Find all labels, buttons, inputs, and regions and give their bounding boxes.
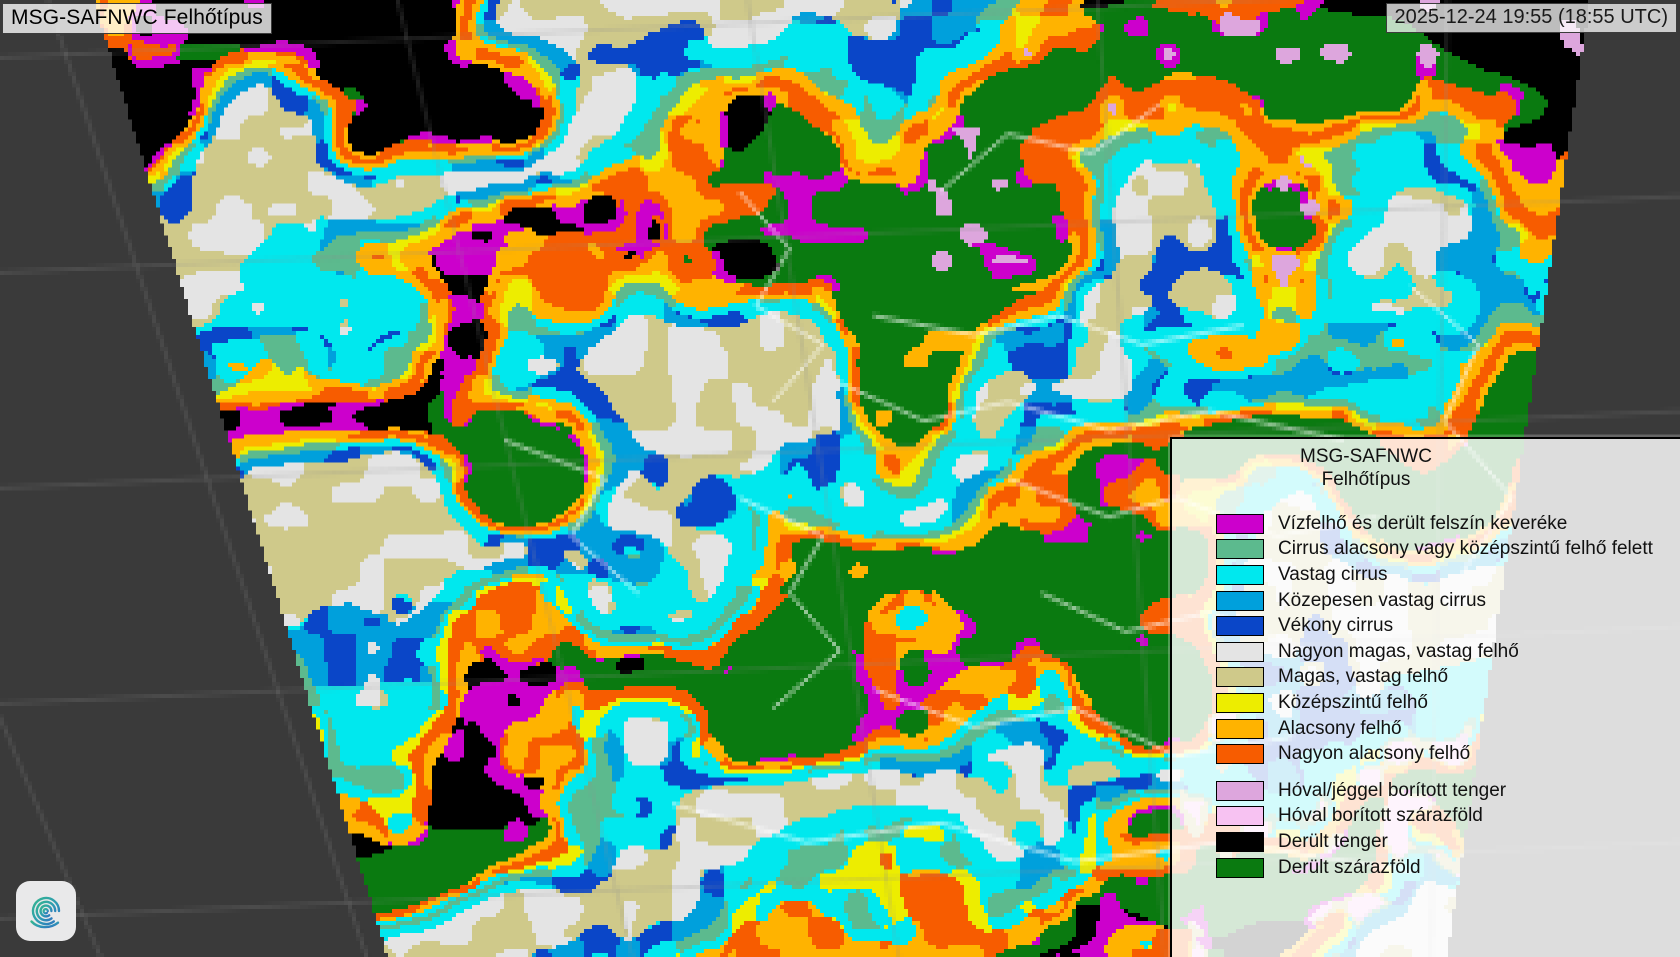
legend-color-swatch [1216,667,1264,688]
legend-row: Alacsony felhő [1216,716,1680,742]
legend-label: Vízfelhő és derült felszín keveréke [1278,512,1568,534]
legend-label: Közepesen vastag cirrus [1278,589,1487,611]
weather-service-logo[interactable] [16,881,76,941]
legend-header: MSG-SAFNWC Felhőtípus [1172,445,1680,491]
legend-label: Nagyon magas, vastag felhő [1278,640,1519,662]
legend-row: Vízfelhő és derült felszín keveréke [1216,511,1680,537]
legend-row: Derült tenger [1216,829,1680,855]
legend-row: Cirrus alacsony vagy középszintű felhő f… [1216,537,1680,563]
legend-label: Hóval/jéggel borított tenger [1278,779,1507,801]
legend-row: Magas, vastag felhő [1216,665,1680,691]
legend-color-swatch [1216,831,1264,852]
legend-label: Cirrus alacsony vagy középszintű felhő f… [1278,538,1653,560]
legend-label: Nagyon alacsony felhő [1278,743,1471,765]
legend-color-swatch [1216,539,1264,560]
legend-row: Nagyon alacsony felhő [1216,741,1680,767]
legend-color-swatch [1216,564,1264,585]
legend-label: Derült tenger [1278,830,1388,852]
legend-color-swatch [1216,641,1264,662]
legend-label: Alacsony felhő [1278,717,1402,739]
legend-color-swatch [1216,590,1264,611]
legend-color-swatch [1216,616,1264,637]
legend-label: Vékony cirrus [1278,615,1394,637]
legend-label: Magas, vastag felhő [1278,666,1449,688]
legend-color-swatch [1216,513,1264,534]
legend-label: Vastag cirrus [1278,563,1388,585]
timestamp-label: 2025-12-24 19:55 (18:55 UTC) [1394,6,1669,28]
legend-color-swatch [1216,857,1264,878]
legend-label: Hóval borított szárazföld [1278,805,1483,827]
legend-row: Közepesen vastag cirrus [1216,588,1680,614]
product-title-label: MSG-SAFNWC Felhőtípus [11,6,263,29]
legend-color-swatch [1216,718,1264,739]
legend-color-swatch [1216,780,1264,801]
product-title-box: MSG-SAFNWC Felhőtípus [2,3,272,34]
legend-label: Középszintű felhő [1278,691,1428,713]
legend-header-line1: MSG-SAFNWC [1300,446,1432,467]
legend-row: Vastag cirrus [1216,562,1680,588]
legend-row: Derült szárazföld [1216,855,1680,881]
legend-row: Vékony cirrus [1216,613,1680,639]
legend-color-swatch [1216,744,1264,765]
legend-header-line2: Felhőtípus [1321,469,1411,490]
legend-row: Hóval/jéggel borított tenger [1216,778,1680,804]
legend-label: Derült szárazföld [1278,856,1421,878]
timestamp-box: 2025-12-24 19:55 (18:55 UTC) [1385,3,1677,33]
legend-row: Középszintű felhő [1216,690,1680,716]
spiral-logo-icon [30,896,61,929]
legend-panel: MSG-SAFNWC Felhőtípus Vízfelhő és derült… [1170,437,1680,957]
legend-row: Hóval borított szárazföld [1216,804,1680,830]
legend-row: Nagyon magas, vastag felhő [1216,639,1680,665]
legend-entry-list: Vízfelhő és derült felszín keveréke Cirru… [1172,511,1680,880]
legend-color-swatch [1216,806,1264,827]
legend-color-swatch [1216,692,1264,713]
